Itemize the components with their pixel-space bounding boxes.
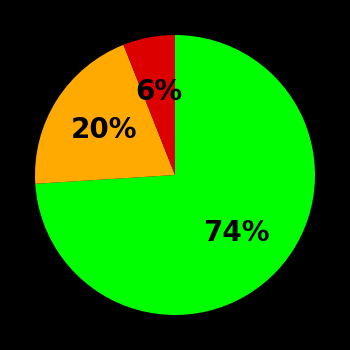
Wedge shape [35,45,175,184]
Wedge shape [35,35,315,315]
Wedge shape [124,35,175,175]
Text: 20%: 20% [71,116,137,144]
Text: 6%: 6% [136,78,183,106]
Text: 74%: 74% [203,218,270,246]
